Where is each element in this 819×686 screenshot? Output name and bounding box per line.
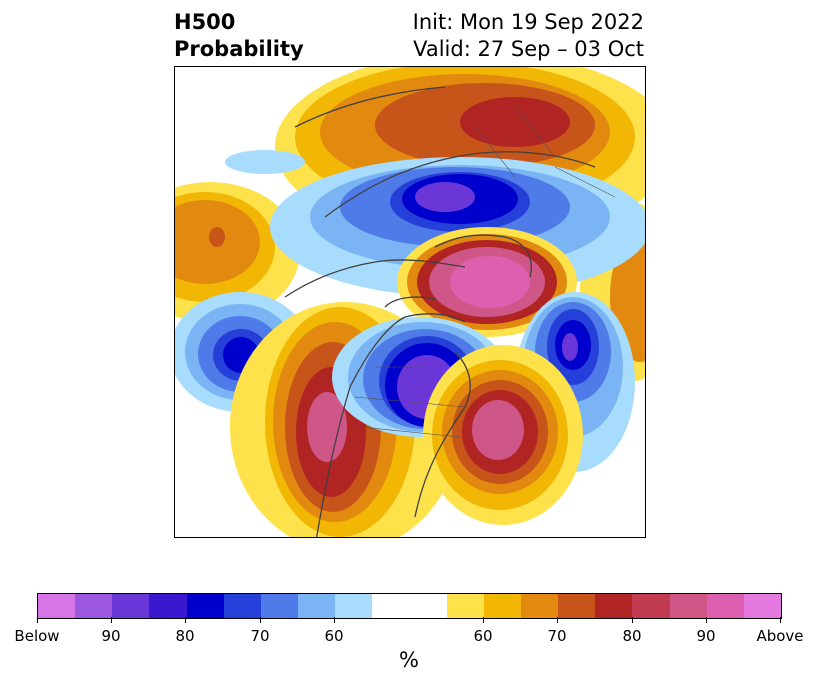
colorbar-tick-mark — [37, 617, 38, 623]
colorbar-tick-label: 80 — [175, 627, 195, 645]
colorbar-segment-above-7 — [706, 594, 744, 618]
political-borders — [354, 106, 616, 438]
title-valid-range: Valid: 27 Sep – 03 Oct — [413, 37, 644, 61]
colorbar-segment-above-1 — [483, 594, 522, 618]
colorbar-tick-label: 70 — [250, 627, 270, 645]
title-init-date: Init: Mon 19 Sep 2022 — [412, 10, 644, 34]
colorbar-tick-label: 70 — [547, 627, 567, 645]
colorbar — [37, 593, 782, 619]
colorbar-tick-label: Below — [14, 627, 60, 645]
title-left: H500 Probability — [174, 9, 304, 63]
anomaly-above-pole — [397, 227, 577, 337]
colorbar-segment-above-6 — [669, 594, 707, 618]
anomaly-below-arctic — [225, 150, 645, 297]
colorbar-segment-below-4 — [186, 594, 224, 618]
anomaly-above-west-atlantic — [423, 345, 583, 525]
colorbar-units: % — [399, 648, 419, 672]
colorbar-segment-above-8 — [743, 594, 782, 618]
colorbar-tick-mark — [780, 617, 781, 623]
colorbar-segment-below-2 — [112, 594, 150, 618]
colorbar-segment-below-1 — [75, 594, 113, 618]
colorbar-tick-mark — [483, 617, 484, 623]
colorbar-tick-mark — [334, 617, 335, 623]
colorbar-segment-below-7 — [298, 594, 336, 618]
colorbar-segment-above-0 — [446, 594, 484, 618]
colorbar-tick-label: 60 — [473, 627, 493, 645]
colorbar-tick-mark — [557, 617, 558, 623]
colorbar-segment-above-2 — [521, 594, 559, 618]
colorbar-segment-neutral — [372, 594, 447, 618]
coastlines — [284, 86, 596, 537]
title-variable: H500 — [174, 10, 236, 34]
map-graphic — [175, 67, 645, 537]
colorbar-tick-label: 90 — [696, 627, 716, 645]
probability-map — [174, 66, 646, 538]
colorbar-tick-label: Above — [756, 627, 804, 645]
colorbar-segment-below-3 — [149, 594, 187, 618]
colorbar-tick-mark — [185, 617, 186, 623]
title-variable-type: Probability — [174, 37, 304, 61]
colorbar-segment-above-3 — [558, 594, 596, 618]
colorbar-tick-label: 60 — [324, 627, 344, 645]
colorbar-tick-label: 90 — [101, 627, 121, 645]
colorbar-segment-below-6 — [260, 594, 299, 618]
colorbar-segment-below-8 — [335, 594, 373, 618]
title-right: Init: Mon 19 Sep 2022 Valid: 27 Sep – 03… — [413, 9, 644, 63]
colorbar-tick-mark — [706, 617, 707, 623]
colorbar-segment-below-5 — [223, 594, 261, 618]
colorbar-tick-mark — [111, 617, 112, 623]
colorbar-tick-label: 80 — [622, 627, 642, 645]
colorbar-tick-mark — [632, 617, 633, 623]
anomaly-above-west — [175, 182, 300, 322]
colorbar-segment-above-5 — [632, 594, 670, 618]
colorbar-tick-mark — [260, 617, 261, 623]
colorbar-segment-above-4 — [595, 594, 633, 618]
colorbar-segment-below-0 — [38, 594, 76, 618]
